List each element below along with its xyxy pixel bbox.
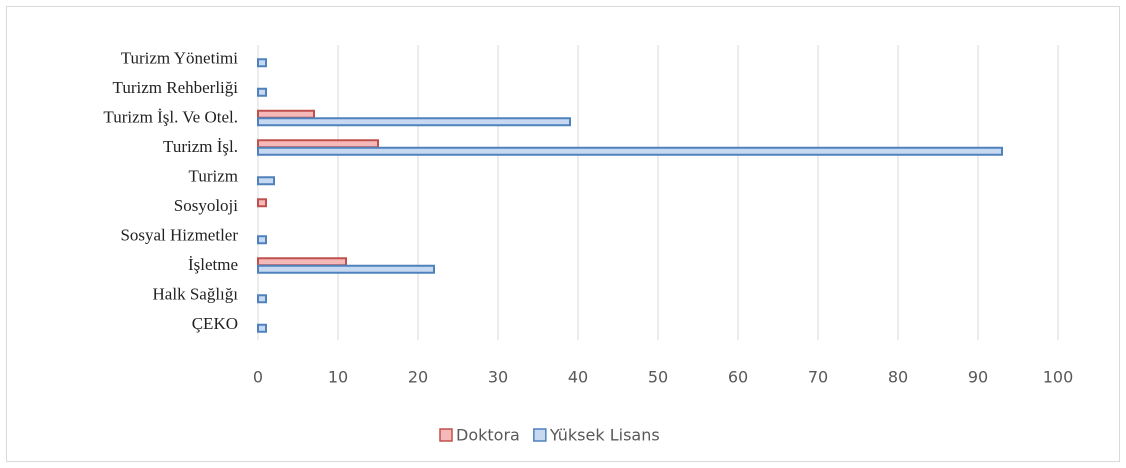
bar xyxy=(257,323,267,333)
chart-frame xyxy=(6,6,1120,462)
legend-swatch xyxy=(533,428,547,442)
x-tick-label: 0 xyxy=(253,368,263,387)
x-tick-label: 30 xyxy=(488,368,508,387)
x-tick-label: 50 xyxy=(648,368,668,387)
x-tick-label: 40 xyxy=(568,368,588,387)
bar xyxy=(257,235,267,245)
y-tick-label: Turizm xyxy=(189,167,238,186)
bar xyxy=(257,257,347,267)
x-tick-label: 100 xyxy=(1043,368,1074,387)
bar xyxy=(257,58,267,68)
x-tick-label: 70 xyxy=(808,368,828,387)
bar xyxy=(257,139,379,149)
y-tick-label: Turizm Rehberliği xyxy=(113,78,239,97)
y-tick-label: Turizm İşl. xyxy=(163,137,238,156)
x-tick-label: 80 xyxy=(888,368,908,387)
legend-label: Yüksek Lisans xyxy=(549,426,660,445)
bar xyxy=(257,176,275,186)
y-tick-label: ÇEKO xyxy=(192,314,238,333)
x-tick-label: 10 xyxy=(328,368,348,387)
y-tick-label: Turizm İşl. Ve Otel. xyxy=(103,108,238,127)
bar xyxy=(257,87,267,97)
bar xyxy=(257,109,315,119)
legend-label: Doktora xyxy=(456,426,520,445)
y-tick-label: Halk Sağlığı xyxy=(153,285,239,304)
x-tick-label: 90 xyxy=(968,368,988,387)
y-tick-label: Sosyoloji xyxy=(174,196,239,215)
bar xyxy=(257,146,1003,156)
x-tick-label: 20 xyxy=(408,368,428,387)
bar xyxy=(257,198,267,208)
bar xyxy=(257,264,435,274)
y-tick-label: Turizm Yönetimi xyxy=(121,49,239,68)
y-tick-label: Sosyal Hizmetler xyxy=(120,226,238,245)
bar xyxy=(257,294,267,304)
y-tick-label: İşletme xyxy=(188,255,238,274)
bar xyxy=(257,117,571,127)
legend-swatch xyxy=(439,428,453,442)
x-tick-label: 60 xyxy=(728,368,748,387)
